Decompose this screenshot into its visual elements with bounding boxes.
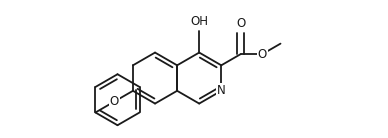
Text: OH: OH [190, 15, 208, 28]
Text: O: O [258, 48, 267, 61]
Text: O: O [236, 18, 245, 30]
Text: O: O [109, 95, 119, 108]
Text: N: N [217, 84, 226, 97]
